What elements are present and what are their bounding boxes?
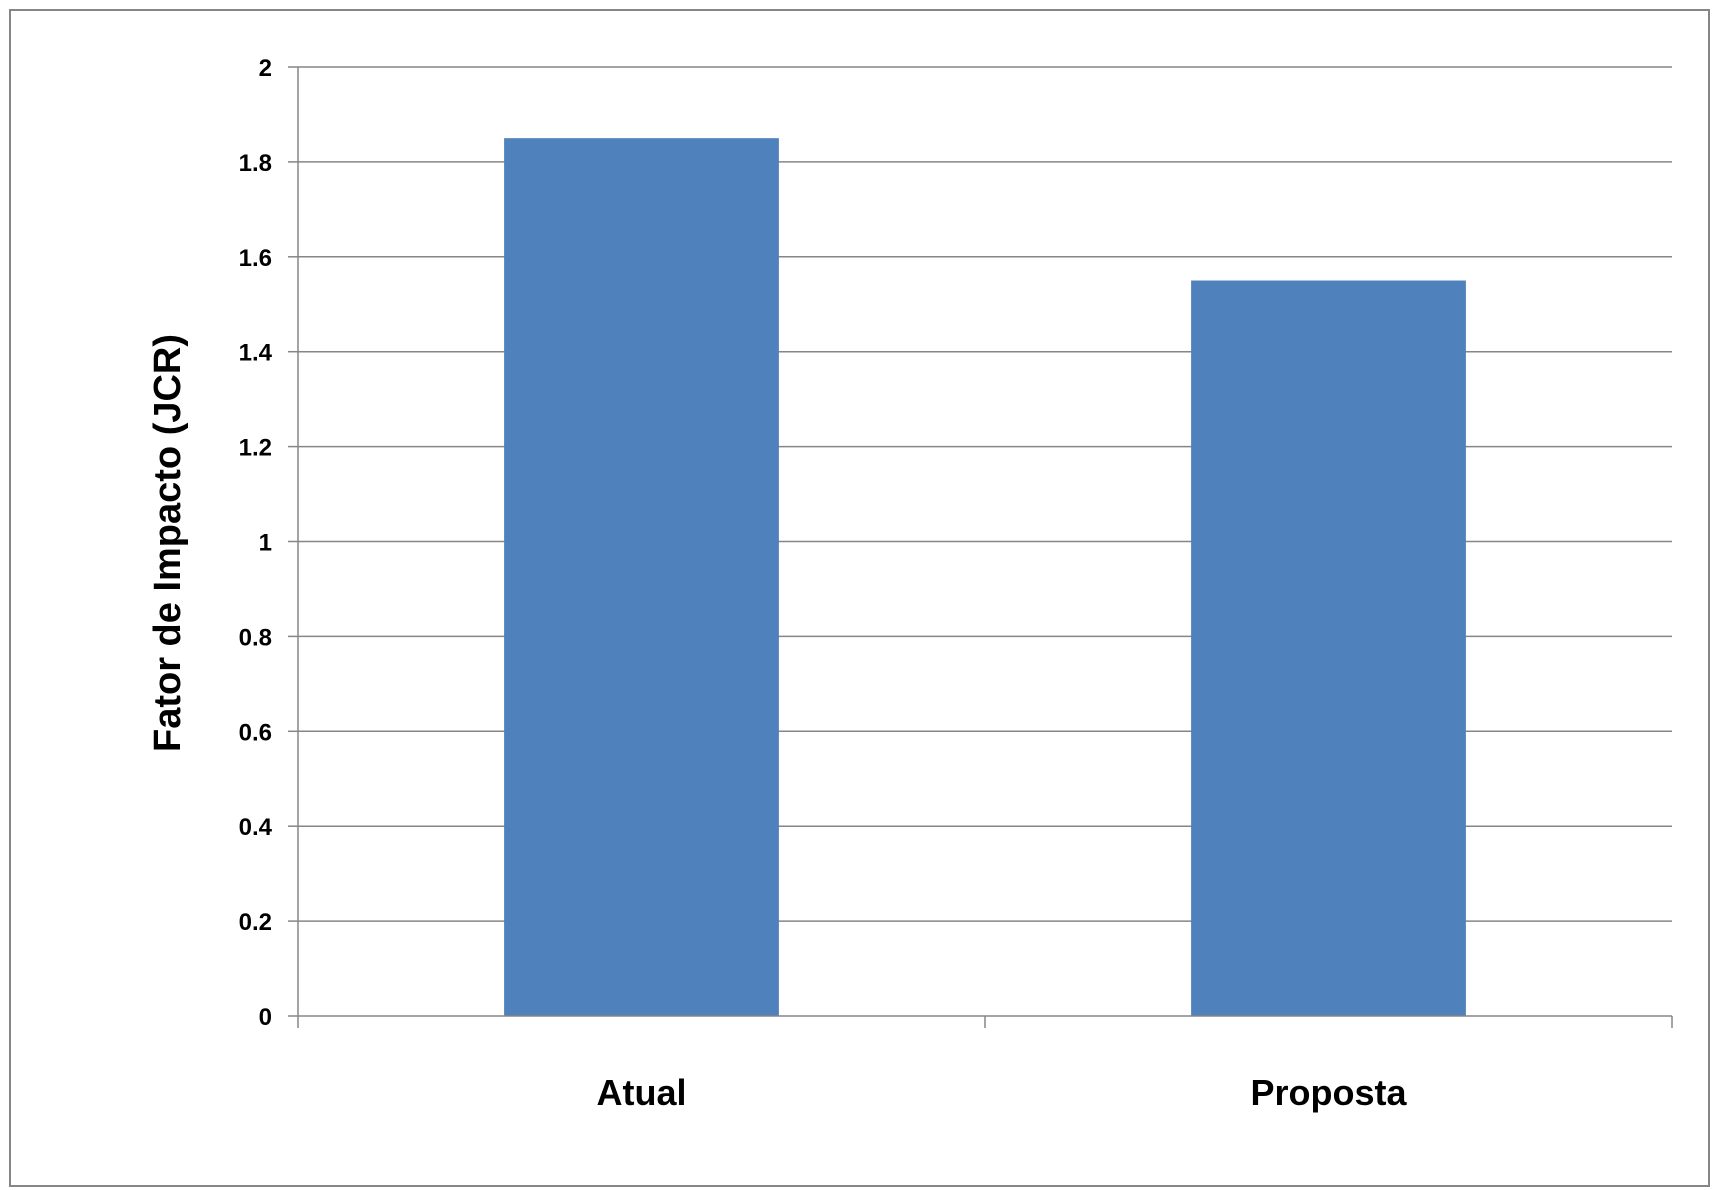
bars <box>504 138 1466 1017</box>
x-tick-label: Atual <box>597 1072 687 1113</box>
y-tick-label: 2 <box>259 55 272 82</box>
y-tick-label: 0.2 <box>239 909 272 936</box>
axes <box>288 66 1673 1028</box>
y-tick-label: 0 <box>259 1004 272 1031</box>
y-tick-label: 1.4 <box>239 340 273 367</box>
y-tick-label: 1.6 <box>239 245 272 272</box>
y-tick-label: 1.8 <box>239 150 272 177</box>
bar-proposta <box>1191 280 1466 1016</box>
y-tick-label: 0.4 <box>239 814 273 841</box>
y-axis-title: Fator de Impacto (JCR) <box>147 334 189 752</box>
y-tick-labels: 0 0.2 0.4 0.6 0.8 1 1.2 1.4 1.6 1.8 2 <box>239 55 273 1031</box>
y-tick-label: 1.2 <box>239 435 272 462</box>
bar-atual <box>504 138 779 1017</box>
y-tick-label: 0.6 <box>239 719 272 746</box>
x-tick-label: Proposta <box>1250 1072 1407 1113</box>
x-tick-labels: Atual Proposta <box>597 1072 1408 1113</box>
y-tick-label: 1 <box>259 530 272 557</box>
y-tick-label: 0.8 <box>239 624 272 651</box>
